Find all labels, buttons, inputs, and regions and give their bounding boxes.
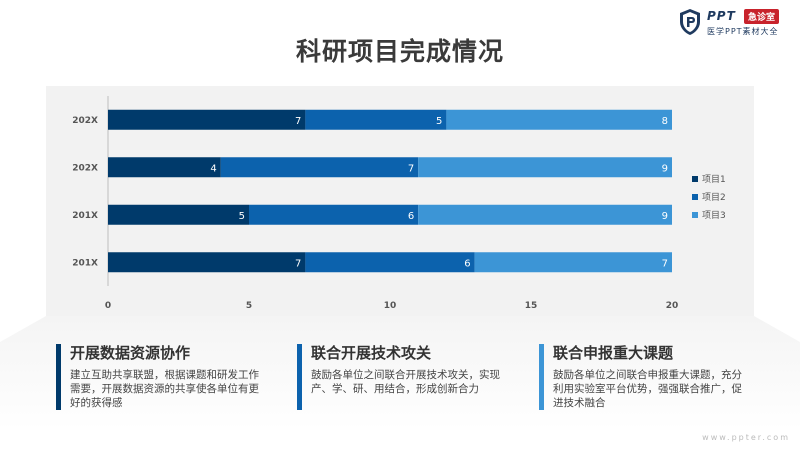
bar-segment (108, 252, 306, 273)
block-heading: 联合开展技术攻关 (311, 344, 432, 362)
bar-segment (305, 252, 475, 273)
bar-segment (418, 157, 672, 178)
bar-segment (446, 109, 672, 130)
legend-swatch (692, 212, 698, 218)
bar-segment (108, 157, 221, 178)
logo-badge: 急诊室 (744, 9, 780, 24)
x-tick-label: 20 (666, 301, 679, 311)
data-label: 7 (408, 163, 414, 174)
bar-segment (418, 204, 672, 225)
bar-segment (249, 204, 419, 225)
y-tick-label: 201X (72, 258, 98, 268)
x-tick-label: 5 (246, 301, 252, 311)
data-label: 9 (662, 211, 668, 222)
accent-bar (297, 344, 302, 410)
logo-subtitle: 医学PPT素材大全 (707, 27, 779, 36)
accent-bar (56, 344, 61, 410)
y-tick-label: 201X (72, 211, 98, 221)
data-label: 5 (436, 116, 442, 127)
data-label: 4 (210, 163, 216, 174)
y-tick-label: 202X (72, 163, 98, 173)
bar-segment (108, 204, 249, 225)
legend-swatch (692, 176, 698, 182)
block-heading: 联合申报重大课题 (553, 344, 674, 362)
data-label: 6 (464, 258, 470, 269)
x-tick-label: 10 (384, 301, 397, 311)
data-label: 6 (408, 211, 414, 222)
legend-label: 项目2 (702, 192, 726, 203)
y-tick-label: 202X (72, 116, 98, 126)
block-body: 鼓励各单位之间联合开展技术攻关，实现产、学、研、用结合，形成创新合力 (311, 369, 500, 395)
platform-background (0, 316, 800, 450)
bar-segment (108, 109, 306, 130)
accent-bar (539, 344, 544, 410)
watermark: www.ppter.com (702, 433, 790, 442)
data-label: 7 (295, 258, 301, 269)
bar-segment (305, 109, 447, 130)
block-body: 鼓励各单位之间联合申报重大课题，充分利用实验室平台优势，强强联合推广，促进技术融… (553, 369, 742, 409)
legend-label: 项目3 (702, 210, 726, 221)
x-tick-label: 15 (525, 301, 538, 311)
data-label: 5 (239, 211, 245, 222)
bar-segment (220, 157, 419, 178)
legend-swatch (692, 194, 698, 200)
page-title: 科研项目完成情况 (295, 37, 504, 66)
block-body: 建立互助共享联盟，根据课题和研发工作需要，开展数据资源的共享使各单位有更好的获得… (70, 369, 259, 409)
logo: PPT 急诊室 医学PPT素材大全 (678, 8, 794, 38)
data-label: 8 (662, 116, 668, 127)
legend-label: 项目1 (702, 174, 726, 185)
stacked-bar-chart: 202X 7 5 8 202X 4 7 9 201X 5 6 9 201X 7 6 7 0 5 10 15 20 项目1 项… (72, 96, 726, 311)
block-heading: 开展数据资源协作 (70, 344, 191, 362)
logo-brand: PPT (707, 9, 736, 23)
data-label: 9 (662, 163, 668, 174)
data-label: 7 (662, 258, 668, 269)
shield-icon (680, 9, 700, 35)
x-tick-label: 0 (105, 301, 111, 311)
data-label: 7 (295, 116, 301, 127)
bar-segment (474, 252, 672, 273)
